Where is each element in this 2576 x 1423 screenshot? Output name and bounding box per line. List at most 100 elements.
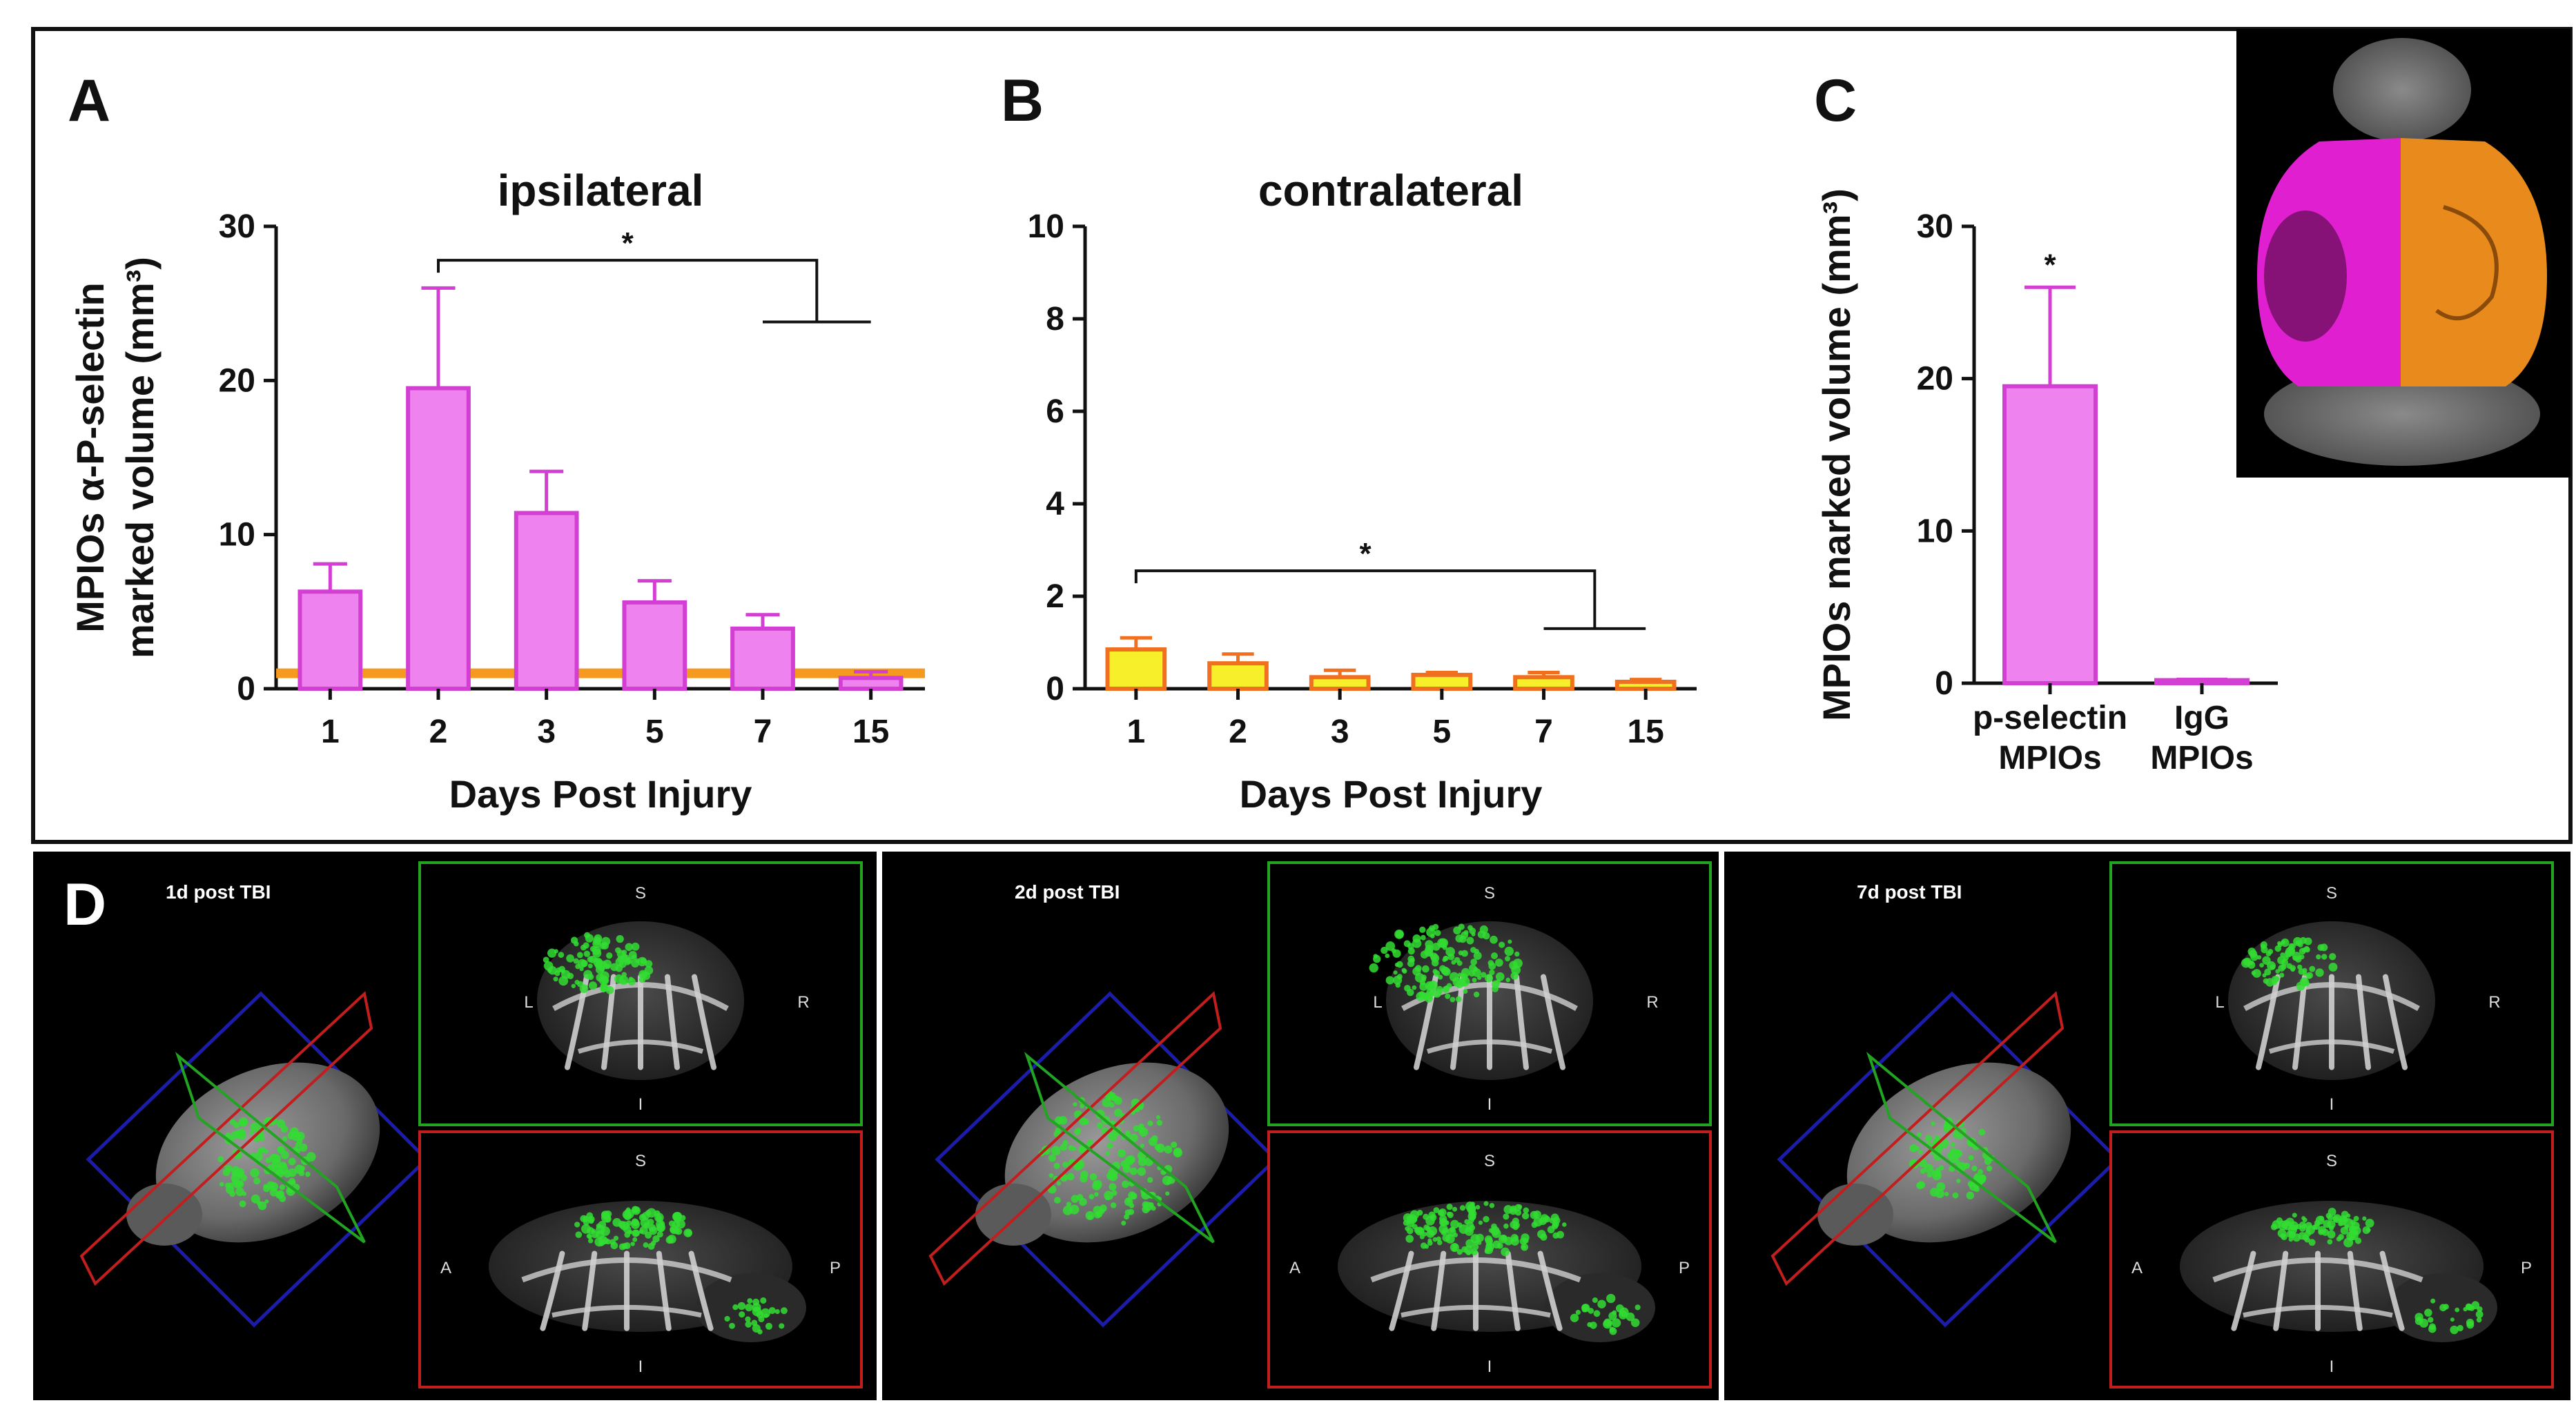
mpio-signal	[1396, 961, 1403, 968]
mpio-signal	[1117, 1149, 1126, 1158]
orient-inferior: I	[638, 1095, 643, 1114]
mpio-signal	[2274, 945, 2282, 952]
mpio-signal	[1590, 1322, 1597, 1329]
mpio-signal	[265, 1157, 272, 1164]
mpio-signal	[222, 1168, 231, 1177]
orient-superior: S	[2326, 1152, 2337, 1170]
mpio-signal	[1495, 972, 1505, 981]
mpio-signal	[685, 1229, 692, 1237]
x-tick-label: 7	[1534, 714, 1553, 750]
mpio-signal	[1936, 1182, 1946, 1192]
mpio-signal	[732, 1304, 739, 1311]
mpio-signal	[2296, 1224, 2302, 1230]
mpio-signal	[601, 1226, 610, 1237]
mpio-signal	[588, 1218, 594, 1224]
mpio-signal	[645, 1210, 652, 1216]
mpio-signal	[2280, 1233, 2286, 1239]
mpio-signal	[1918, 1150, 1923, 1155]
olfactory-3d	[1817, 1184, 1893, 1246]
mpio-signal	[1129, 1133, 1138, 1142]
mpio-signal	[745, 1321, 752, 1328]
mpio-signal	[1593, 1310, 1601, 1317]
bar	[730, 626, 795, 691]
x-tick-label-line: IgG	[2174, 700, 2229, 736]
mpio-signal	[1468, 1217, 1474, 1224]
mpio-signal	[1487, 1242, 1493, 1248]
cerebellum	[2264, 362, 2540, 466]
mpio-signal	[263, 1184, 268, 1189]
panel-letter-a: A	[68, 68, 110, 134]
mpio-signal	[2252, 969, 2261, 978]
mpio-signal	[1096, 1122, 1103, 1129]
y-tick-label: 20	[219, 362, 255, 399]
mpio-signal	[236, 1180, 243, 1187]
mpio-signal	[1489, 1203, 1495, 1208]
x-tick-label: 2	[429, 714, 448, 750]
mpio-signal	[1426, 1229, 1435, 1238]
mpio-signal	[672, 1220, 681, 1228]
mpio-signal	[2259, 963, 2264, 968]
mpio-signal	[1514, 1235, 1519, 1240]
x-tick-label-line: p-selectin	[1973, 700, 2127, 736]
mpio-signal	[1155, 1115, 1160, 1120]
mpio-signal	[232, 1179, 238, 1185]
mpio-signal	[1409, 1210, 1419, 1220]
mpio-signal	[670, 1227, 676, 1233]
mpio-signal	[615, 965, 623, 972]
mpio-signal	[2419, 1318, 2429, 1328]
mpio-signal	[2328, 1225, 2334, 1231]
vessel	[521, 1257, 732, 1283]
mpio-signal	[1531, 1221, 1538, 1228]
mpio-signal	[1407, 948, 1415, 955]
mpio-signal	[579, 967, 584, 972]
mpio-signal	[1592, 1297, 1598, 1304]
mpio-signal	[574, 1221, 580, 1228]
mpio-signal	[1956, 1179, 1961, 1184]
vessel	[692, 974, 716, 1070]
mpio-signal	[1473, 991, 1480, 998]
mpio-signal	[558, 952, 565, 959]
mpio-signal	[566, 954, 574, 963]
mpio-signal	[574, 979, 580, 985]
orient-right: R	[1646, 993, 1658, 1012]
mpio-signal	[2260, 943, 2266, 950]
mpio-signal	[1430, 954, 1440, 963]
mpio-signal	[2243, 957, 2252, 966]
mpio-signal	[632, 1237, 638, 1242]
mpio-signal	[1446, 983, 1452, 989]
mpio-signal	[1931, 1121, 1935, 1126]
mpio-signal	[1615, 1304, 1624, 1313]
mpio-signal	[1048, 1154, 1056, 1162]
mpio-signal	[574, 941, 579, 947]
orient-right: R	[2488, 993, 2500, 1012]
mpio-signal	[737, 1302, 746, 1311]
mpio-signal	[638, 1229, 644, 1234]
mpio-signal	[2272, 979, 2277, 985]
vessel	[1537, 1250, 1563, 1331]
y-tick-label: 10	[1917, 513, 1953, 549]
x-tick-label: 7	[754, 714, 772, 750]
bar	[622, 600, 687, 691]
mpio-signal	[1154, 1144, 1161, 1151]
bar	[1207, 661, 1269, 691]
mpio-signal	[1130, 1193, 1138, 1200]
mpio-signal	[2304, 1237, 2310, 1243]
y-tick-label: 10	[1028, 208, 1064, 245]
mpio-signal	[1490, 1226, 1500, 1236]
mpio-signal	[1114, 1108, 1122, 1117]
mpio-signal	[2284, 950, 2292, 958]
mpio-signal	[752, 1303, 761, 1312]
mpio-signal	[2450, 1325, 2459, 1335]
mpio-signal	[587, 974, 594, 981]
mpio-signal	[263, 1119, 269, 1123]
mpio-signal	[1450, 997, 1456, 1003]
mpio-signal	[1445, 993, 1451, 999]
mpio-signal	[1575, 1310, 1581, 1315]
mpio-signal	[1609, 1326, 1615, 1333]
mpio-signal	[614, 974, 624, 984]
mpio-signal	[547, 968, 552, 973]
mpio-signal	[1106, 1142, 1113, 1149]
mpio-signal	[2278, 964, 2285, 972]
mpio-signal	[2429, 1323, 2436, 1331]
mpio-signal	[1403, 940, 1411, 948]
